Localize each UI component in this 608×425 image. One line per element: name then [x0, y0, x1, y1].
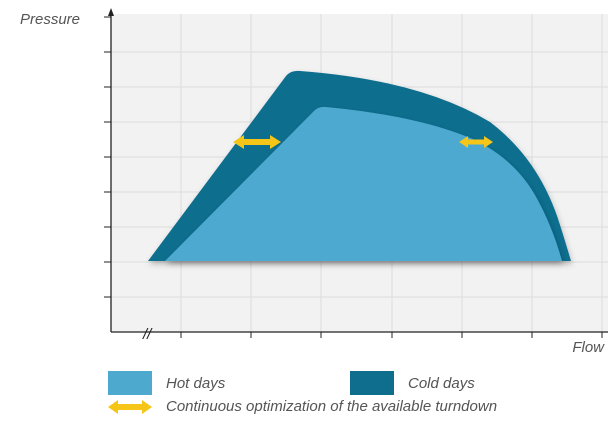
cold-days-swatch — [350, 371, 394, 395]
axis-break-mark: // — [142, 326, 153, 343]
legend-item-cold: Cold days — [350, 371, 475, 395]
legend-item-hot: Hot days — [108, 371, 225, 395]
legend-item-turndown: Continuous optimization of the available… — [108, 398, 497, 415]
cold-days-label: Cold days — [408, 374, 475, 392]
x-axis-label: Flow — [572, 339, 605, 356]
y-axis-arrowhead — [108, 8, 114, 16]
x-axis-ticks — [180, 332, 603, 338]
hot-days-label: Hot days — [166, 374, 226, 392]
axes — [110, 13, 608, 333]
turndown-label: Continuous optimization of the available… — [166, 398, 498, 415]
y-axis-ticks — [104, 16, 111, 298]
double-headed-arrow-icon — [459, 136, 493, 148]
hot-days-swatch — [108, 371, 152, 395]
double-headed-arrow-icon — [108, 399, 152, 414]
double-headed-arrow-icon — [233, 135, 281, 149]
y-axis-label: Pressure — [20, 11, 80, 28]
hot-days-region — [165, 106, 562, 261]
